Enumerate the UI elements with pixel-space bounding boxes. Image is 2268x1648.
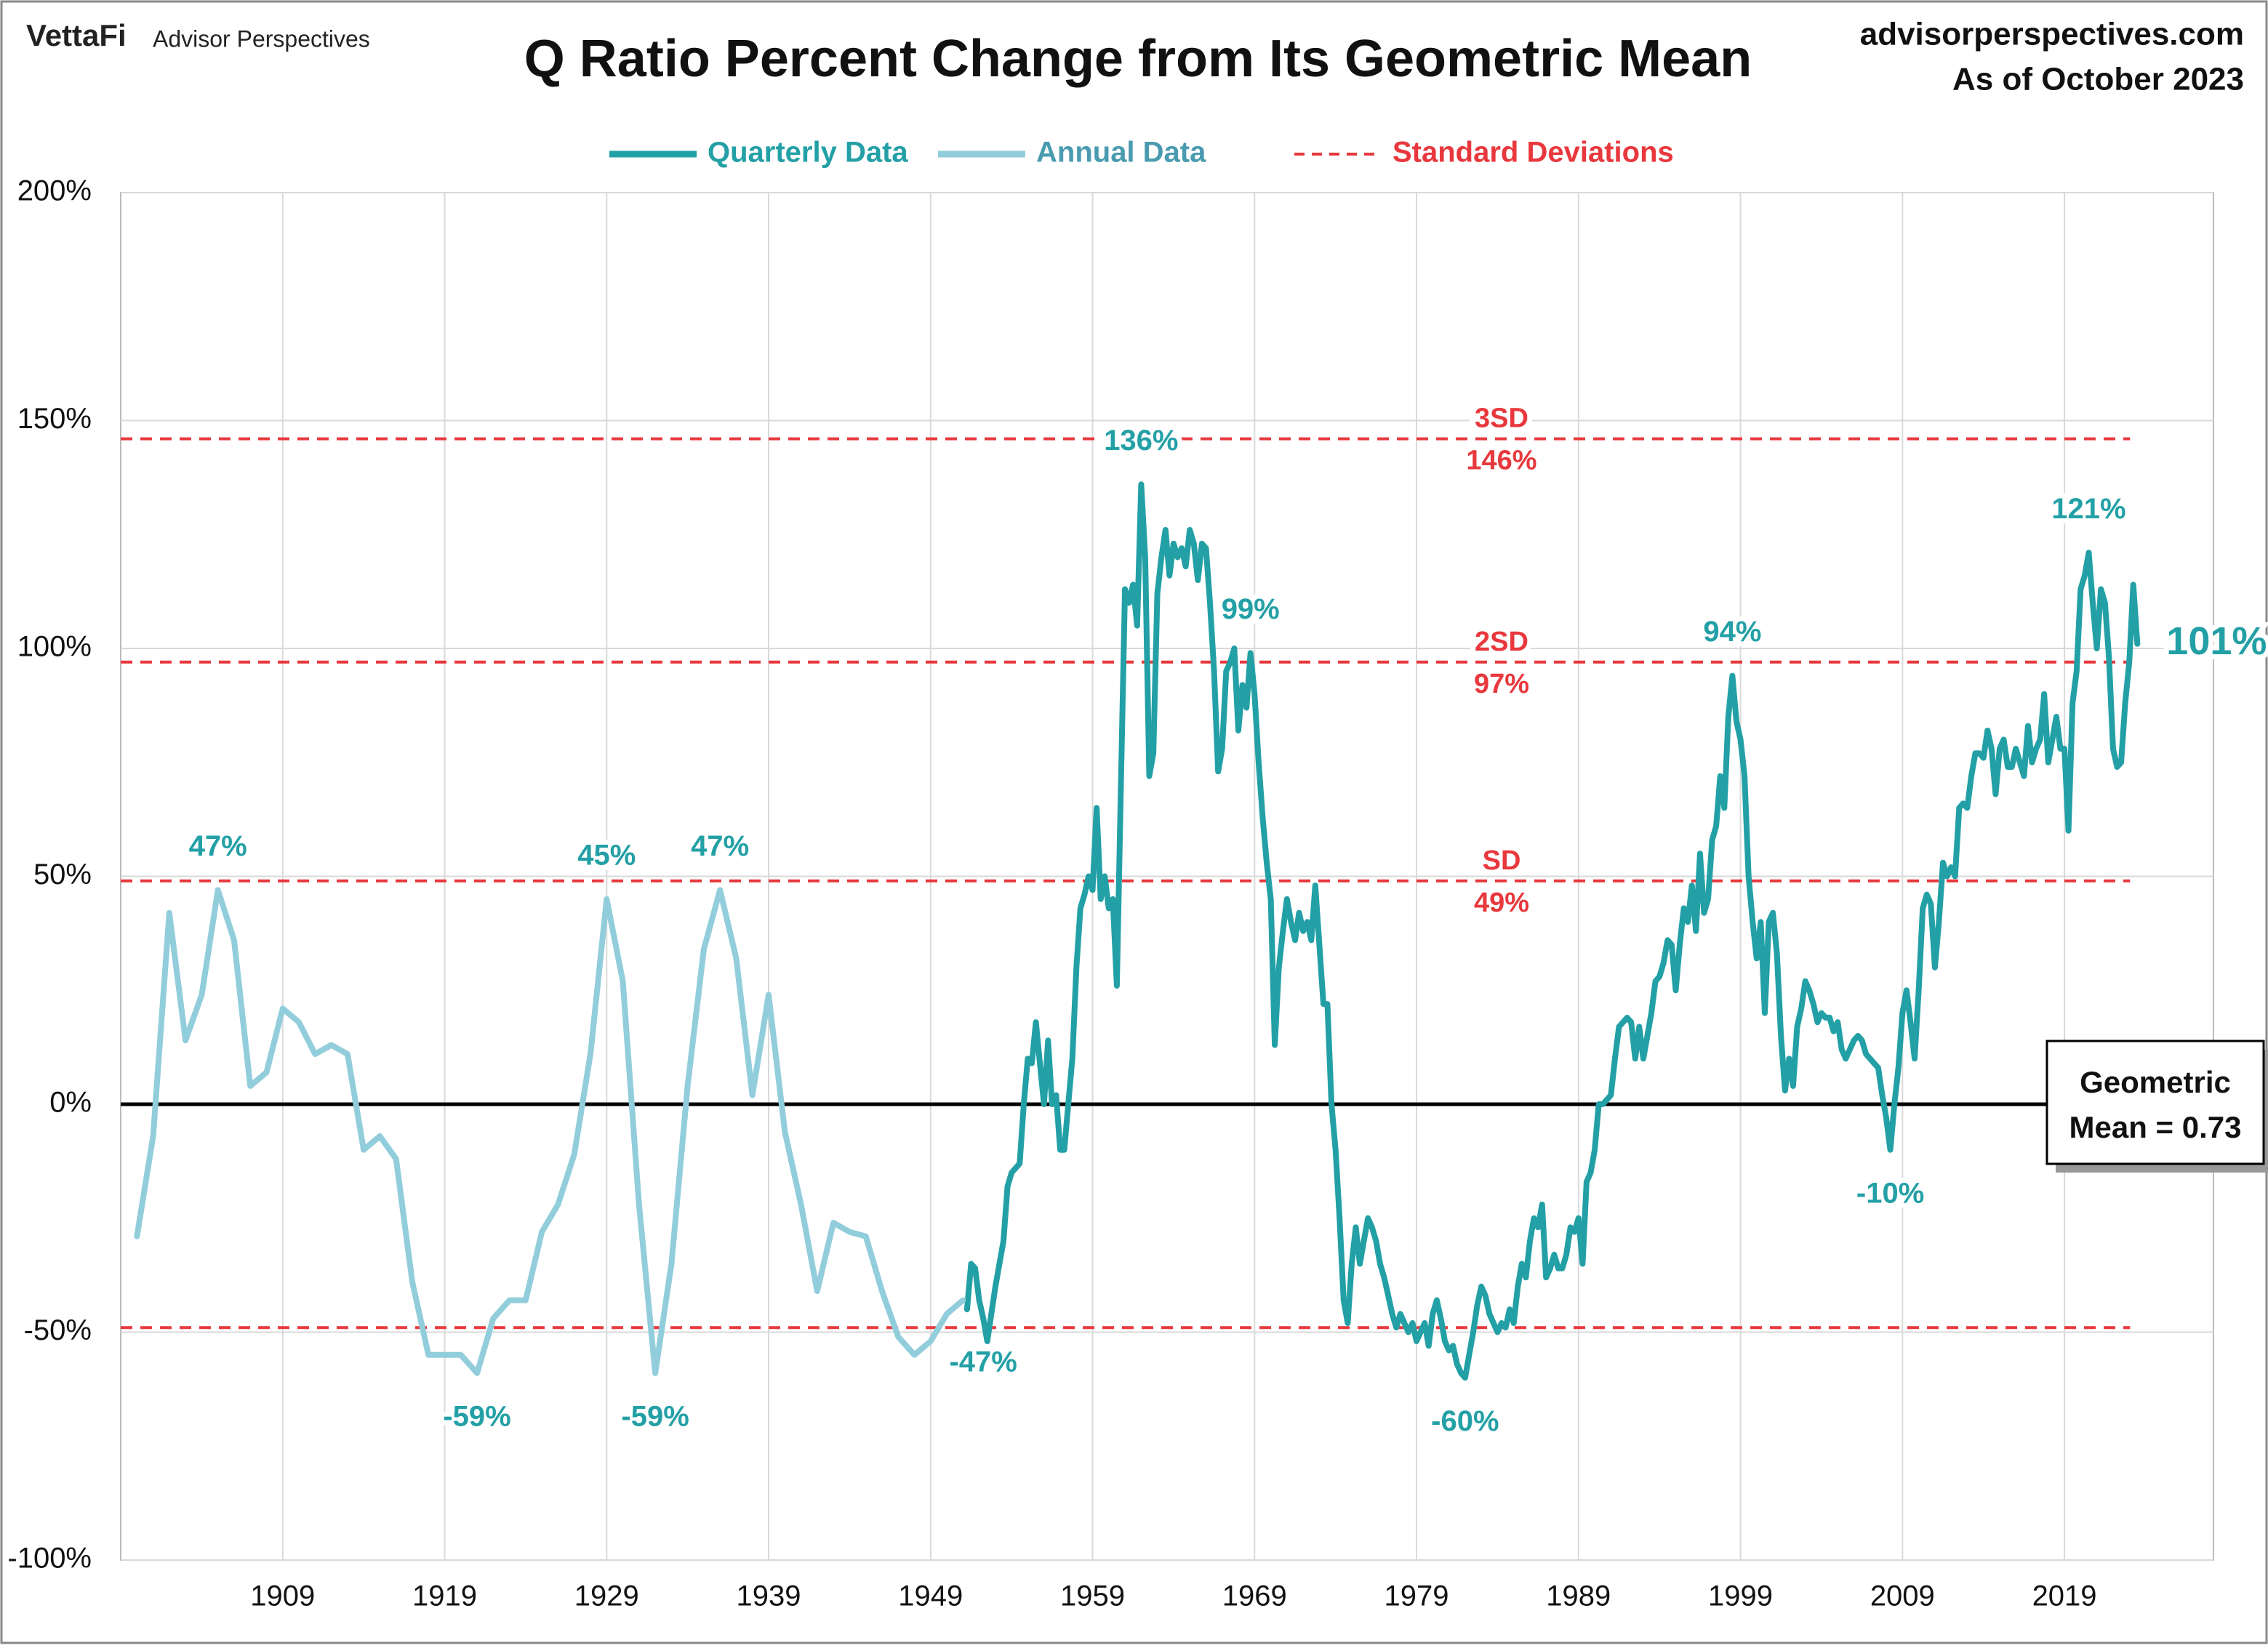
annotation: 94%	[1703, 616, 1761, 648]
data-line	[134, 887, 966, 1376]
brand: VettaFi	[26, 18, 127, 52]
annotation: 45%	[577, 839, 636, 871]
annotation: -47%	[949, 1346, 1017, 1378]
x-tick-label: 1929	[574, 1580, 639, 1612]
y-tick-label: 200%	[17, 175, 92, 207]
annotation: 136%	[1104, 425, 1178, 457]
legend-label: Annual Data	[1036, 137, 1206, 169]
sd-label: 146%	[1466, 446, 1536, 476]
note-text: Geometric	[2080, 1065, 2231, 1099]
annotation: -59%	[443, 1400, 510, 1432]
x-tick-label: 1919	[412, 1580, 477, 1612]
annotation: -60%	[1431, 1405, 1499, 1437]
date-note: As of October 2023	[1952, 62, 2244, 97]
source: advisorperspectives.com	[1860, 17, 2244, 52]
sd-name: 3SD	[1475, 403, 1528, 434]
x-tick-label: 1979	[1385, 1580, 1449, 1612]
annotation: 99%	[1222, 593, 1280, 625]
x-tick-label: 2019	[2032, 1580, 2097, 1612]
x-tick-label: 1939	[737, 1580, 801, 1612]
annotation: -10%	[1856, 1177, 1924, 1209]
chart-title: Q Ratio Percent Change from Its Geometri…	[524, 30, 1752, 88]
x-tick-label: 2009	[1870, 1580, 1935, 1612]
y-tick-label: -100%	[7, 1543, 92, 1575]
y-tick-label: 150%	[17, 403, 92, 435]
data-line	[963, 481, 2141, 1381]
sd-name: 2SD	[1475, 627, 1528, 657]
sd-label: 49%	[1474, 888, 1529, 918]
x-tick-label: 1989	[1546, 1580, 1611, 1612]
legend-label: Standard Deviations	[1393, 137, 1674, 169]
annotation: 47%	[189, 830, 247, 862]
note-text: Mean = 0.73	[2069, 1110, 2242, 1144]
x-tick-label: 1909	[250, 1580, 315, 1612]
annotation: -59%	[621, 1400, 689, 1432]
annotation: 121%	[2051, 493, 2125, 525]
brand-sub: Advisor Perspectives	[153, 25, 370, 52]
sd-label: 97%	[1474, 669, 1529, 699]
y-tick-label: 0%	[49, 1087, 92, 1119]
y-tick-label: 100%	[17, 631, 92, 663]
x-tick-label: 1969	[1222, 1580, 1287, 1612]
annotation: 47%	[691, 830, 749, 862]
y-tick-label: 50%	[33, 859, 92, 891]
x-tick-label: 1999	[1708, 1580, 1773, 1612]
legend-label: Quarterly Data	[708, 137, 908, 169]
y-tick-label: -50%	[24, 1314, 92, 1346]
annotation: 101%	[2166, 619, 2267, 663]
sd-name: SD	[1483, 845, 1521, 876]
note-box	[2045, 1040, 2265, 1165]
x-tick-label: 1959	[1060, 1580, 1125, 1612]
x-tick-label: 1949	[898, 1580, 963, 1612]
